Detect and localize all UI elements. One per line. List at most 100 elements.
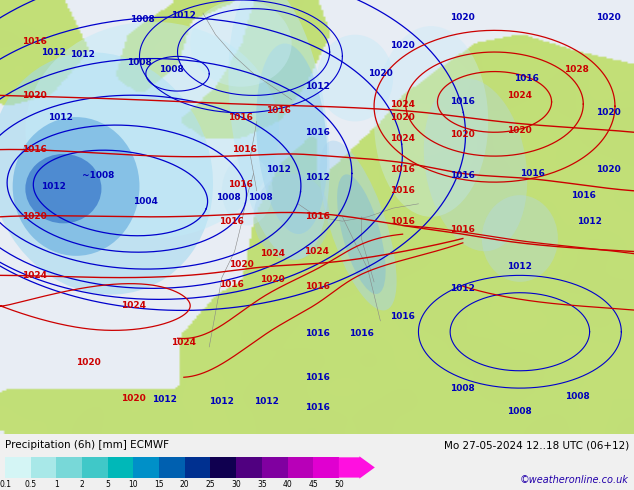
Text: 35: 35 [257,480,267,489]
Text: 1016: 1016 [266,106,292,115]
Text: 1008: 1008 [450,384,476,392]
Text: 1024: 1024 [390,99,415,109]
Text: 1016: 1016 [304,373,330,382]
Ellipse shape [482,195,558,282]
Text: ~1008: ~1008 [82,171,115,180]
Text: Precipitation (6h) [mm] ECMWF: Precipitation (6h) [mm] ECMWF [5,441,169,450]
Ellipse shape [424,78,527,251]
Text: 1012: 1012 [48,113,73,122]
Text: 1016: 1016 [219,279,244,289]
Text: 15: 15 [154,480,164,489]
Text: 1016: 1016 [304,128,330,137]
Text: 1024: 1024 [171,338,197,347]
Text: 1008: 1008 [158,65,184,74]
Text: 1012: 1012 [507,262,533,271]
Text: 1008: 1008 [507,408,533,416]
Text: Mo 27-05-2024 12..18 UTC (06+12): Mo 27-05-2024 12..18 UTC (06+12) [444,441,629,450]
Bar [133,457,159,478]
Text: 1016: 1016 [390,165,415,173]
Bar [82,457,108,478]
Bar [159,457,184,478]
Text: 1024: 1024 [120,301,146,310]
Text: 1020: 1020 [390,41,415,50]
Text: 1016: 1016 [390,217,415,226]
Text: 1012: 1012 [41,182,67,191]
Text: 1020: 1020 [596,108,621,117]
Text: 20: 20 [180,480,190,489]
Text: 1012: 1012 [171,11,197,20]
Bar [236,457,262,478]
Text: 1012: 1012 [70,49,95,59]
Text: 1016: 1016 [304,282,330,291]
Text: 1008: 1008 [216,193,241,202]
Text: 40: 40 [283,480,292,489]
Text: 1016: 1016 [390,186,415,196]
Bar [262,457,287,478]
Text: 1016: 1016 [520,169,545,178]
Text: ©weatheronline.co.uk: ©weatheronline.co.uk [520,475,629,486]
Text: 1016: 1016 [22,37,48,46]
Text: 1020: 1020 [507,125,533,135]
Ellipse shape [25,22,279,239]
Text: 1016: 1016 [228,113,254,122]
Text: 1008: 1008 [564,392,590,401]
Text: 1004: 1004 [133,197,158,206]
Text: 1016: 1016 [571,191,596,199]
Text: 1016: 1016 [450,171,476,180]
Text: 2: 2 [80,480,84,489]
Text: 1016: 1016 [450,225,476,234]
Ellipse shape [228,0,330,260]
Text: 1016: 1016 [228,180,254,189]
Bar [108,457,133,478]
Text: 1008: 1008 [247,193,273,202]
Text: 1020: 1020 [596,13,621,22]
Text: 1020: 1020 [450,130,476,139]
Text: 1012: 1012 [304,173,330,182]
Bar [5,457,30,478]
Text: 1016: 1016 [22,145,48,154]
Text: 1016: 1016 [390,312,415,321]
Ellipse shape [317,35,393,122]
Bar [313,457,339,478]
Bar [56,457,82,478]
Ellipse shape [254,173,330,260]
FancyArrow shape [339,456,375,479]
Text: 1024: 1024 [22,271,48,280]
Text: 1008: 1008 [127,58,152,68]
Ellipse shape [25,154,101,223]
Text: 1016: 1016 [349,329,374,339]
Text: 10: 10 [129,480,138,489]
Text: 30: 30 [231,480,241,489]
Text: 1020: 1020 [368,69,393,78]
Text: 1020: 1020 [260,275,285,284]
Text: 1012: 1012 [304,82,330,91]
Ellipse shape [337,174,385,294]
Text: 1: 1 [54,480,59,489]
Text: 1012: 1012 [152,395,178,404]
Text: 1024: 1024 [390,134,415,143]
Text: 1016: 1016 [304,329,330,339]
Ellipse shape [190,0,292,87]
Text: 1016: 1016 [304,212,330,221]
Text: 25: 25 [205,480,216,489]
Text: 1012: 1012 [41,48,67,56]
Text: 1012: 1012 [450,284,476,293]
Text: 1016: 1016 [514,74,539,82]
Text: 1008: 1008 [130,15,155,24]
Bar [30,457,56,478]
Text: 1024: 1024 [260,249,285,258]
Text: 1016: 1016 [231,145,257,154]
Text: 50: 50 [334,480,344,489]
Text: 1020: 1020 [596,165,621,173]
Ellipse shape [256,44,327,234]
Text: 1028: 1028 [564,65,590,74]
Text: 1024: 1024 [304,247,330,256]
Text: 1012: 1012 [209,396,235,406]
Ellipse shape [13,117,139,256]
Text: 1020: 1020 [450,13,476,22]
Bar [185,457,210,478]
Ellipse shape [374,26,488,217]
Text: 0.5: 0.5 [25,480,37,489]
Text: 5: 5 [105,480,110,489]
Text: 1020: 1020 [22,212,48,221]
